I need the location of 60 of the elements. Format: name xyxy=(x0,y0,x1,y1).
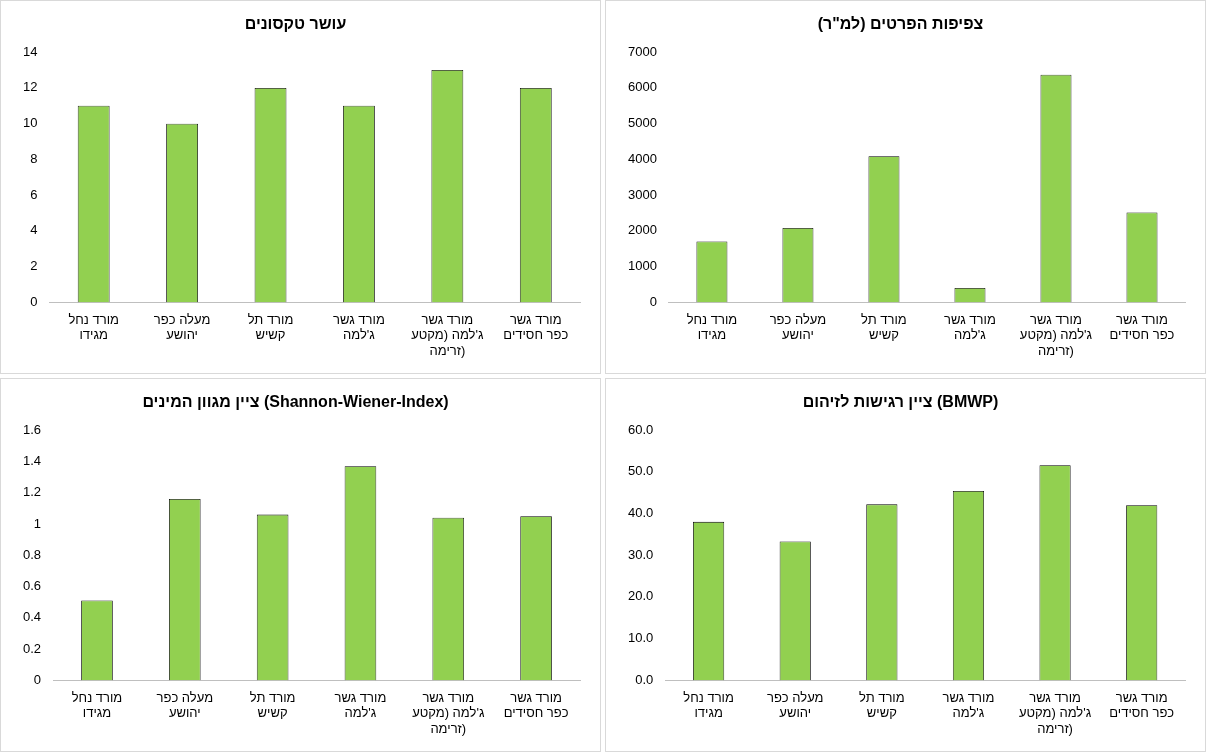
y-tick-label: 0.2 xyxy=(22,640,42,656)
x-tick-label: מורד גשר ג'למה (מקטע זרימה) xyxy=(411,311,484,358)
x-tick-label: מורד נחל מגידו xyxy=(683,689,734,721)
y-tick-label: 0 xyxy=(649,293,657,309)
y-tick-label: 0.4 xyxy=(22,609,42,625)
y-tick-label: 10 xyxy=(22,115,38,131)
y-tick-label: 0.6 xyxy=(22,578,42,594)
x-tick-label: מורד גשר ג'למה (מקטע זרימה) xyxy=(412,689,485,736)
y-tick-label: 8 xyxy=(30,150,38,166)
chart-title: עושר טקסונים xyxy=(244,15,347,33)
y-tick-label: 0.8 xyxy=(22,546,42,562)
y-tick-label: 1000 xyxy=(628,258,657,274)
x-tick-label: מורד גשר ג'למה xyxy=(334,689,387,721)
x-tick-label: מורד תל קשיש xyxy=(859,689,905,721)
x-tick-label: מורד גשר כפר חסידים xyxy=(503,689,569,721)
x-tick-label: מורד נחל מגידו xyxy=(686,311,738,343)
y-tick-label: 12 xyxy=(22,79,38,95)
y-tick-label: 4 xyxy=(30,222,38,238)
y-tick-label: 7000 xyxy=(628,43,657,59)
x-tick-label: מעלה כפר יהושע xyxy=(156,689,214,721)
y-tick-label: 0 xyxy=(30,293,38,309)
x-tick-label: מורד גשר ג'למה (מקטע זרימה) xyxy=(1018,689,1092,736)
y-tick-label: 2 xyxy=(30,258,38,274)
x-tick-label: מעלה כפר יהושע xyxy=(769,311,827,343)
y-tick-label: 1.6 xyxy=(22,421,42,437)
y-tick-label: 0.0 xyxy=(635,671,654,687)
y-tick-label: 0 xyxy=(33,671,42,687)
x-tick-label: מורד נחל מגידו xyxy=(68,311,119,343)
y-tick-label: 20.0 xyxy=(627,588,654,604)
y-tick-label: 3000 xyxy=(628,186,657,202)
x-tick-label: מורד גשר ג'למה xyxy=(942,689,995,721)
x-tick-label: מורד תל קשיש xyxy=(249,689,296,721)
chart-title: ציין רגישות לזיהום (BMWP) xyxy=(802,393,999,411)
y-tick-label: 50.0 xyxy=(627,463,654,479)
y-tick-label: 60.0 xyxy=(627,421,654,437)
x-tick-label: מורד גשר ג'למה xyxy=(944,311,996,343)
y-tick-label: 14 xyxy=(22,43,38,59)
x-tick-label: מורד גשר ג'למה xyxy=(333,311,385,343)
chart-title: צפיפות הפרטים (למ"ר) xyxy=(817,15,984,33)
x-tick-label: מורד גשר ג'למה (מקטע זרימה) xyxy=(1019,311,1093,358)
x-tick-label: מורד גשר כפר חסידים xyxy=(1109,311,1175,343)
y-tick-label: 6000 xyxy=(628,79,657,95)
x-tick-label: מורד תל קשיש xyxy=(861,311,907,343)
y-tick-label: 1.2 xyxy=(22,484,42,500)
y-tick-label: 1.4 xyxy=(22,453,42,469)
x-tick-label: מורד גשר כפר חסידים xyxy=(503,311,569,343)
y-tick-label: 1 xyxy=(33,515,42,531)
y-tick-label: 5000 xyxy=(628,115,657,131)
x-tick-label: מעלה כפר יהושע xyxy=(153,311,211,343)
x-tick-label: מעלה כפר יהושע xyxy=(766,689,824,721)
y-tick-label: 40.0 xyxy=(627,505,654,521)
y-tick-label: 2000 xyxy=(628,222,657,238)
y-tick-label: 10.0 xyxy=(627,630,654,646)
x-tick-label: מורד גשר כפר חסידים xyxy=(1109,689,1175,721)
y-tick-label: 6 xyxy=(30,186,38,202)
y-tick-label: 30.0 xyxy=(627,546,654,562)
x-tick-label: מורד נחל מגידו xyxy=(71,689,123,721)
x-tick-label: מורד תל קשיש xyxy=(247,311,294,343)
chart-title: ציין מגוון המינים (Shannon-Wiener-Index) xyxy=(142,393,449,411)
y-tick-label: 4000 xyxy=(628,150,657,166)
